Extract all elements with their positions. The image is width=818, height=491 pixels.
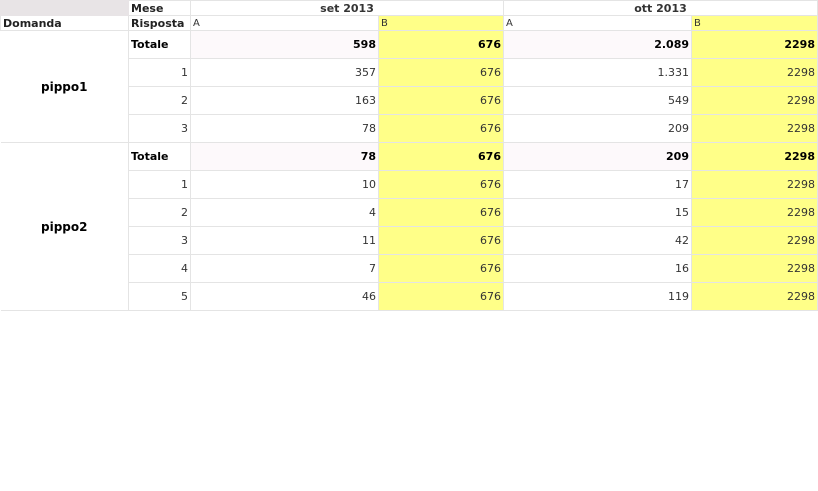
subcol-header[interactable]: B [378, 15, 504, 31]
subcol-header[interactable]: B [691, 15, 818, 31]
value-cell: 676 [378, 226, 504, 255]
value-cell: 2298 [691, 198, 818, 227]
domanda-label[interactable]: Domanda [0, 15, 129, 31]
risposta-cell[interactable]: 2 [128, 86, 191, 115]
month-header[interactable]: set 2013 [190, 0, 504, 16]
data-row: 1 10 676 17 2298 [1, 170, 818, 199]
value-cell: 676 [378, 170, 504, 199]
value-cell: 598 [190, 30, 379, 59]
risposta-cell[interactable]: 5 [128, 282, 191, 311]
value-cell: 2298 [691, 142, 818, 171]
value-cell: 10 [190, 170, 379, 199]
data-row: 1 357 676 1.331 2298 [1, 58, 818, 87]
data-row: 2 4 676 15 2298 [1, 198, 818, 227]
subcol-header[interactable]: A [503, 15, 692, 31]
data-row: 4 7 676 16 2298 [1, 254, 818, 283]
value-cell: 11 [190, 226, 379, 255]
value-cell: 78 [190, 114, 379, 143]
domanda-cell[interactable]: pippo1 [0, 30, 129, 143]
value-cell: 2298 [691, 226, 818, 255]
risposta-cell[interactable]: Totale [128, 142, 191, 171]
value-cell: 2.089 [503, 30, 692, 59]
risposta-cell[interactable]: Totale [128, 30, 191, 59]
value-cell: 2298 [691, 30, 818, 59]
value-cell: 357 [190, 58, 379, 87]
value-cell: 1.331 [503, 58, 692, 87]
data-row: 3 78 676 209 2298 [1, 114, 818, 143]
domanda-cell[interactable]: pippo2 [0, 142, 129, 311]
total-row: pippo1 Totale 598 676 2.089 2298 [0, 30, 818, 143]
value-cell: 119 [503, 282, 692, 311]
total-row: pippo2 Totale 78 676 209 2298 [0, 142, 818, 311]
value-cell: 7 [190, 254, 379, 283]
risposta-cell[interactable]: 4 [128, 254, 191, 283]
value-cell: 676 [378, 114, 504, 143]
data-row: 2 163 676 549 2298 [1, 86, 818, 115]
value-cell: 4 [190, 198, 379, 227]
header-row-sub: Domanda Risposta A B A B [0, 15, 818, 31]
data-row: 5 46 676 119 2298 [1, 282, 818, 311]
month-header[interactable]: ott 2013 [503, 0, 818, 16]
value-cell: 163 [190, 86, 379, 115]
risposta-cell[interactable]: 3 [128, 114, 191, 143]
value-cell: 16 [503, 254, 692, 283]
risposta-cell[interactable]: 2 [128, 198, 191, 227]
value-cell: 676 [378, 142, 504, 171]
value-cell: 2298 [691, 254, 818, 283]
subcol-header[interactable]: A [190, 15, 379, 31]
value-cell: 676 [378, 254, 504, 283]
risposta-cell[interactable]: 3 [128, 226, 191, 255]
value-cell: 676 [378, 198, 504, 227]
value-cell: 676 [378, 58, 504, 87]
header-row-month: Mese set 2013 ott 2013 [0, 0, 818, 16]
pivot-table: Mese set 2013 ott 2013 Domanda Risposta … [0, 0, 818, 311]
value-cell: 2298 [691, 86, 818, 115]
value-cell: 17 [503, 170, 692, 199]
value-cell: 42 [503, 226, 692, 255]
value-cell: 2298 [691, 282, 818, 311]
value-cell: 209 [503, 114, 692, 143]
value-cell: 46 [190, 282, 379, 311]
value-cell: 676 [378, 86, 504, 115]
corner-cell [0, 0, 129, 16]
risposta-label[interactable]: Risposta [128, 15, 191, 31]
risposta-cell[interactable]: 1 [128, 58, 191, 87]
value-cell: 676 [378, 282, 504, 311]
risposta-cell[interactable]: 1 [128, 170, 191, 199]
value-cell: 2298 [691, 170, 818, 199]
mese-label[interactable]: Mese [128, 0, 191, 16]
value-cell: 209 [503, 142, 692, 171]
value-cell: 15 [503, 198, 692, 227]
value-cell: 676 [378, 30, 504, 59]
value-cell: 78 [190, 142, 379, 171]
value-cell: 549 [503, 86, 692, 115]
value-cell: 2298 [691, 58, 818, 87]
value-cell: 2298 [691, 114, 818, 143]
